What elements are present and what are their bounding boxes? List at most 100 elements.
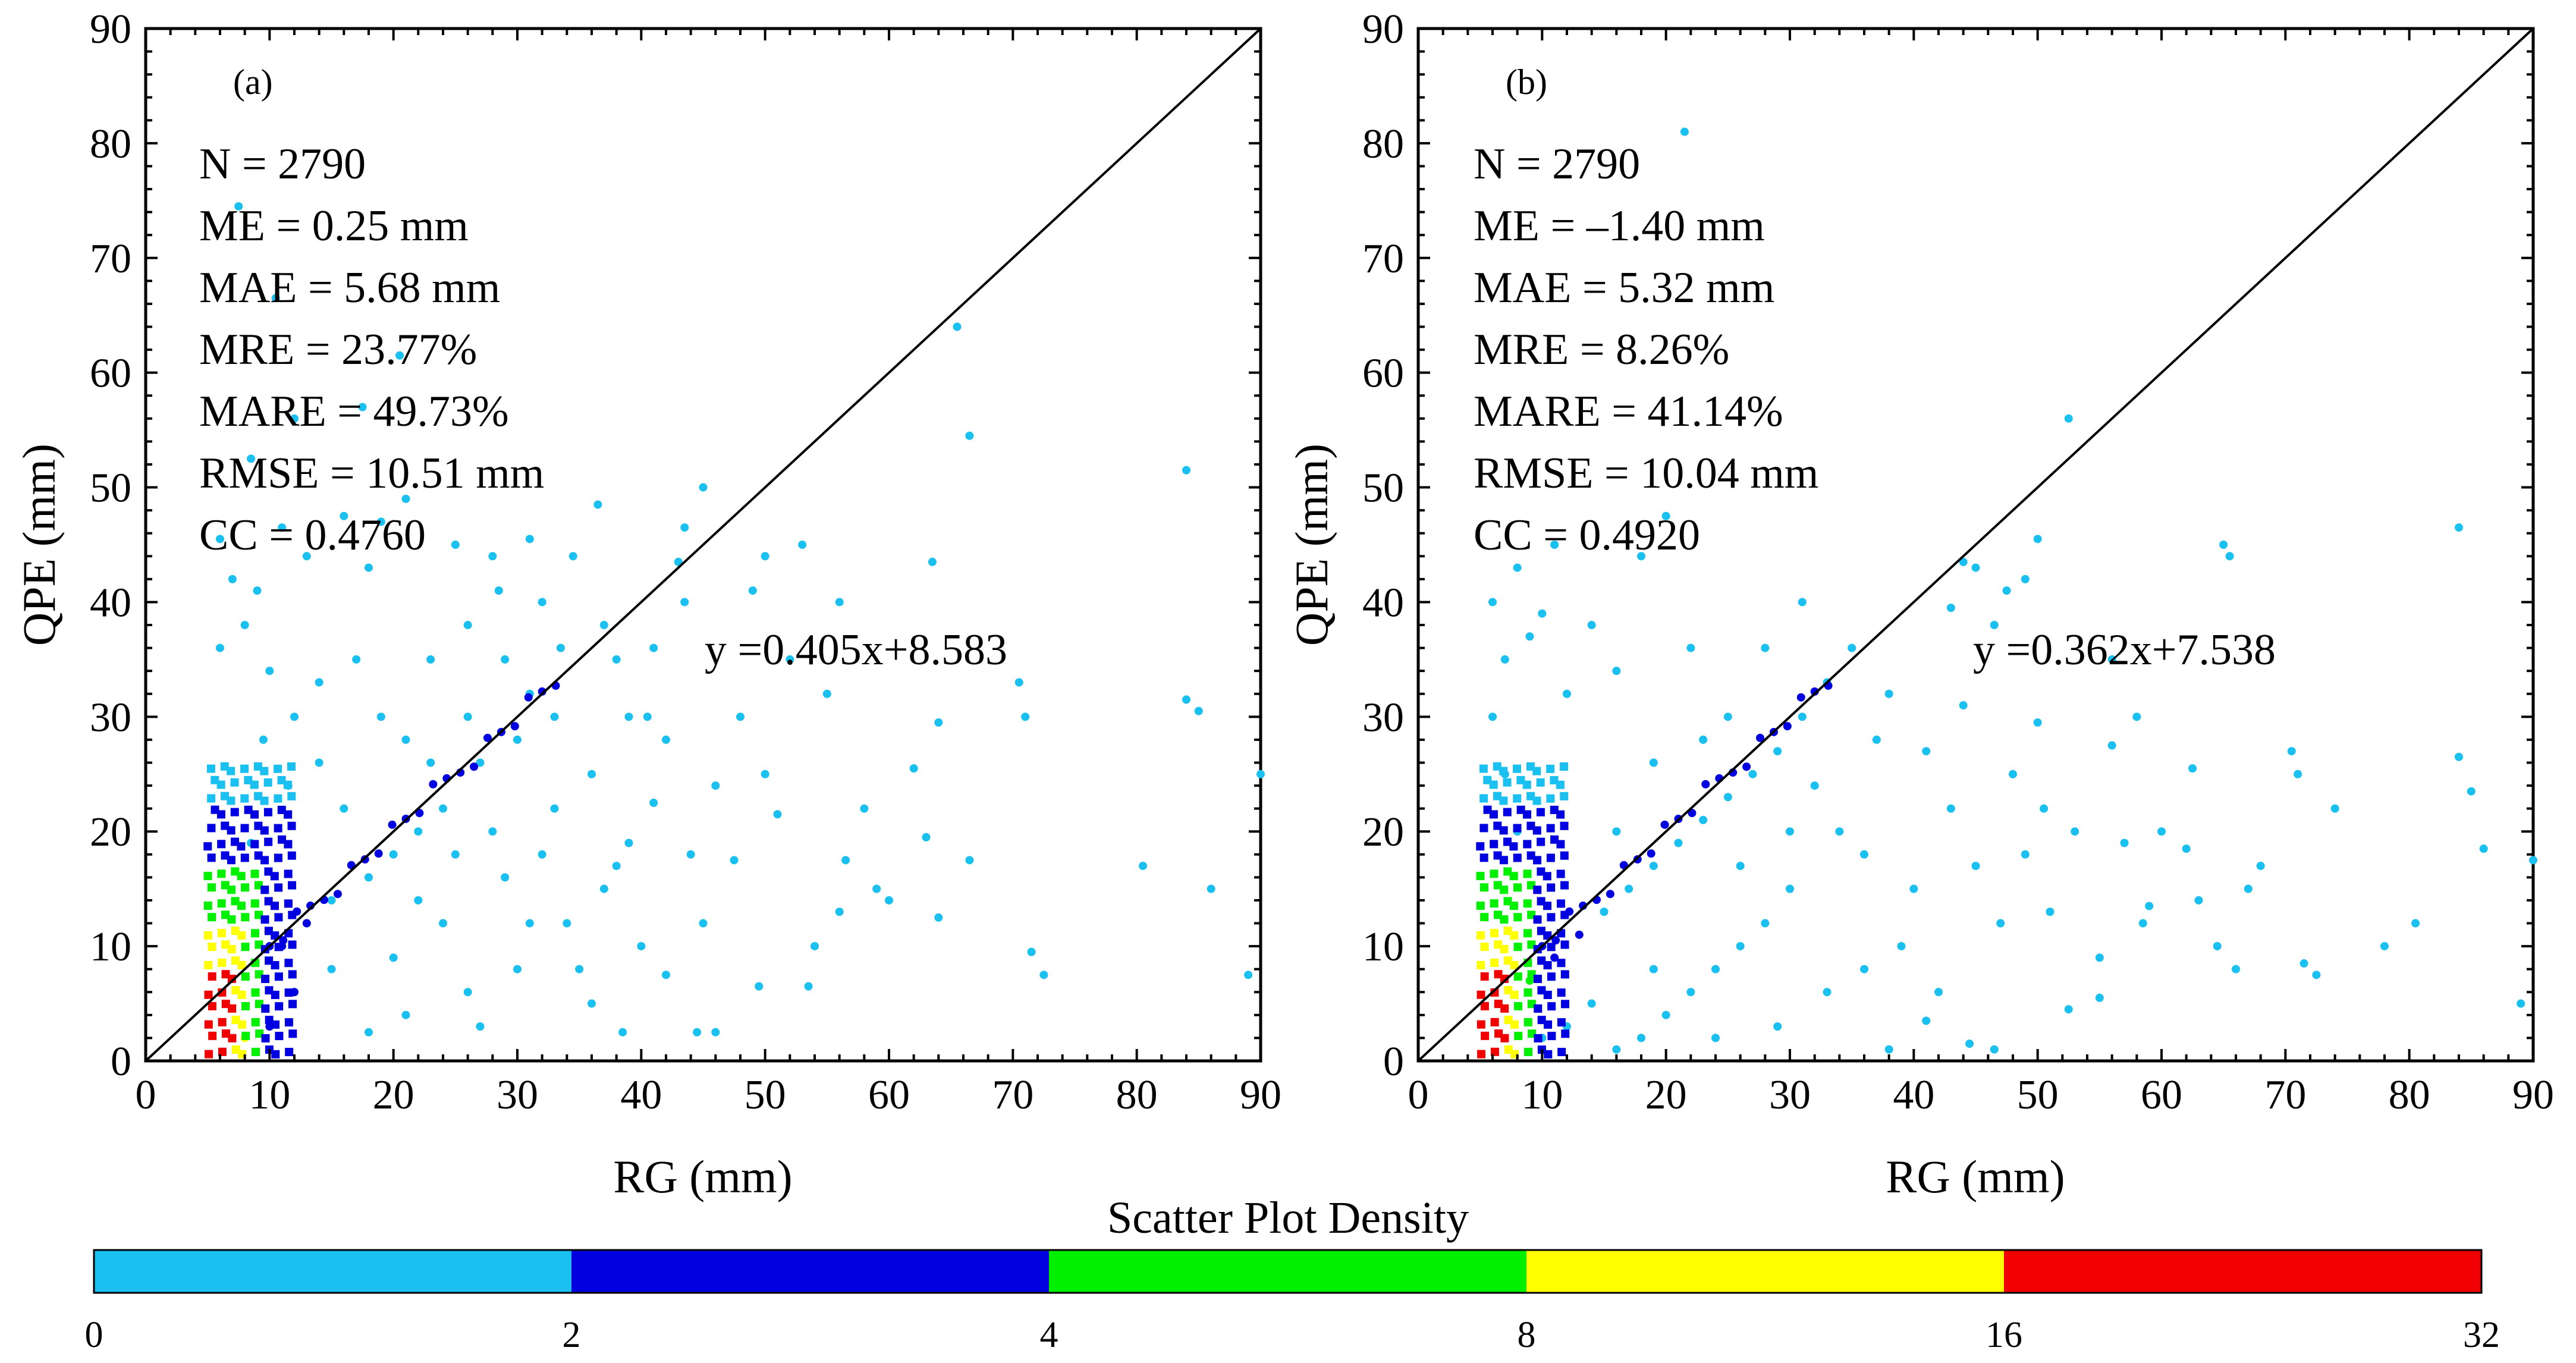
scatter-point — [804, 982, 813, 991]
scatter-point — [786, 655, 794, 664]
scatter-point — [1563, 689, 1571, 698]
scatter-point — [1647, 849, 1655, 858]
scatter-panel-a: 0 10 20 30 40 50 60 70 80 90 0 10 20 30 40 50 60 70 80 90 (… — [13, 7, 1281, 1202]
density-cell — [1556, 810, 1565, 819]
density-cell — [1556, 899, 1565, 908]
scatter-point — [1500, 655, 1509, 664]
colorbar-block — [2004, 1250, 2482, 1293]
density-cell — [1480, 972, 1489, 981]
density-cell — [1500, 915, 1509, 924]
scatter-point — [426, 758, 435, 767]
x-tick-label: 90 — [2512, 1072, 2554, 1118]
density-cell — [1543, 902, 1552, 910]
stat-mare: MARE = 41.14% — [1474, 387, 1783, 436]
density-cell — [1479, 764, 1488, 773]
scatter-point — [439, 919, 447, 928]
density-cell — [1561, 1029, 1570, 1038]
scatter-point — [1742, 762, 1751, 771]
scatter-point — [1587, 999, 1596, 1008]
density-cell — [218, 988, 227, 997]
plot-area-frame — [144, 27, 1262, 1063]
x-tick-label: 70 — [992, 1072, 1033, 1118]
scatter-point — [279, 936, 288, 945]
density-cell — [284, 988, 293, 997]
scatter-point — [2455, 752, 2463, 761]
density-cell — [237, 842, 246, 851]
scatter-point — [1612, 1045, 1621, 1054]
density-cell — [263, 808, 272, 816]
density-cell — [1510, 960, 1519, 969]
scatter-point — [1810, 781, 1819, 790]
density-cell — [287, 762, 296, 771]
scatter-point — [327, 965, 336, 973]
density-cell — [250, 810, 259, 819]
scatter-point — [365, 873, 373, 882]
colorbar-frame — [93, 1249, 2483, 1294]
x-tick-label: 60 — [868, 1072, 910, 1118]
scatter-point — [1783, 722, 1792, 731]
scatter-point — [643, 712, 652, 721]
scatter-point — [1649, 965, 1658, 973]
scatter-point — [811, 942, 819, 951]
scatter-point — [278, 523, 287, 532]
stat-mre: MRE = 23.77% — [199, 325, 477, 374]
density-cell — [274, 943, 283, 951]
scatter-point — [1711, 965, 1720, 973]
scatter-point — [216, 643, 224, 652]
density-cell — [1510, 1020, 1519, 1029]
scatter-point — [240, 621, 249, 630]
density-cell — [227, 945, 236, 954]
scatter-point — [2479, 844, 2488, 853]
scatter-point — [1244, 971, 1253, 979]
scatter-point — [1971, 563, 1980, 572]
scatter-point — [680, 598, 689, 607]
scatter-point — [1761, 919, 1770, 928]
density-cell — [250, 899, 259, 908]
scatter-point — [1773, 747, 1782, 756]
scatter-point — [1701, 780, 1710, 789]
scatter-point — [2002, 586, 2011, 595]
density-cell — [206, 764, 215, 773]
scatter-point — [374, 849, 383, 858]
stat-me: ME = –1.40 mm — [1474, 202, 1765, 250]
density-cell — [1476, 842, 1485, 851]
scatter-point — [253, 586, 262, 595]
stat-cc: CC = 0.4920 — [1474, 511, 1700, 560]
density-cell — [227, 915, 236, 924]
scatter-point — [2182, 844, 2191, 853]
density-cell — [1556, 869, 1565, 878]
density-cell — [1547, 913, 1556, 922]
density-cell — [274, 883, 283, 892]
scatter-point — [1909, 884, 1918, 893]
density-cell — [227, 974, 236, 983]
y-tick-label: 50 — [90, 466, 131, 511]
density-cell — [1534, 1034, 1543, 1042]
density-cell — [237, 931, 246, 940]
density-cell — [1480, 913, 1489, 922]
scatter-point — [2517, 999, 2525, 1008]
scatter-points-group — [203, 202, 1265, 1059]
scatter-point — [1660, 820, 1669, 829]
scatter-point — [1600, 907, 1609, 916]
scatter-point — [2256, 862, 2265, 871]
x-tick-label: 20 — [373, 1072, 414, 1118]
stat-me: ME = 0.25 mm — [199, 202, 469, 250]
density-cell — [251, 929, 260, 938]
density-cell — [1479, 853, 1488, 862]
density-cell — [288, 1000, 297, 1009]
density-cell — [227, 856, 235, 865]
density-cell — [271, 1050, 280, 1059]
density-cell — [260, 767, 269, 775]
density-cell — [204, 990, 213, 999]
density-cell — [274, 824, 282, 833]
density-cell — [1513, 764, 1522, 773]
scatter-point — [2455, 523, 2463, 532]
scatter-point — [1990, 1045, 1999, 1054]
one-to-one-line — [1417, 27, 2534, 1062]
scatter-point — [1550, 953, 1559, 962]
colorbar-tick-label: 0 — [85, 1315, 103, 1355]
density-cell — [1514, 1002, 1523, 1011]
density-cell — [1479, 883, 1488, 892]
scatter-point — [1551, 936, 1560, 945]
density-cell — [261, 1004, 270, 1013]
